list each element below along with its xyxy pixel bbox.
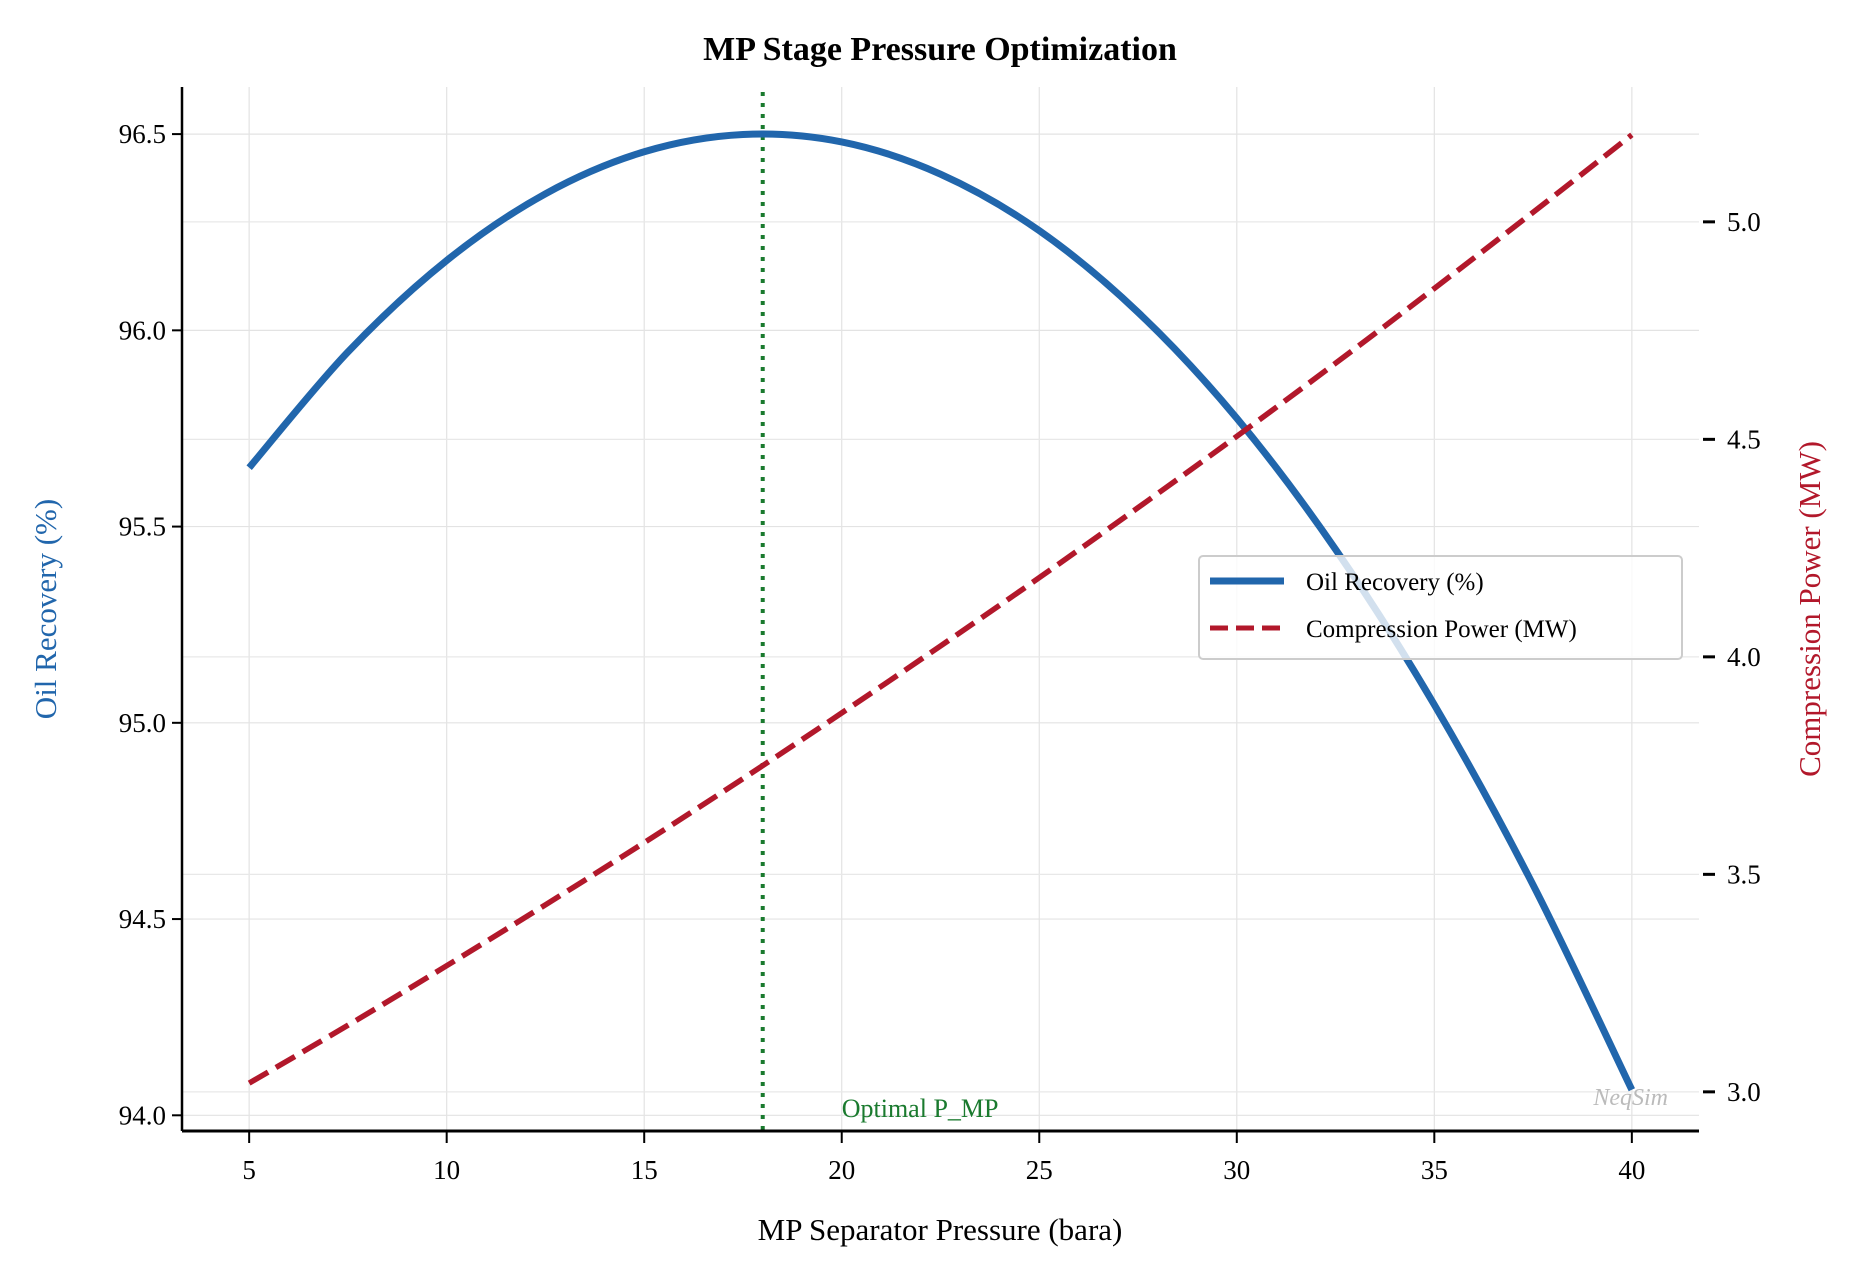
- grid: [182, 87, 1699, 1131]
- axes: 5 10 15 20 25 30 35 40 94.0 94.5 95.0 95.5 96.0 96.5 3…: [119, 87, 1761, 1185]
- y-right-tick-label: 3.5: [1727, 859, 1761, 889]
- y-left-tick-label: 94.0: [119, 1100, 166, 1130]
- y-right-tick-label: 4.5: [1727, 424, 1761, 454]
- y-axis-right-label: Compression Power (MW): [1792, 441, 1827, 777]
- x-axis-label: MP Separator Pressure (bara): [758, 1212, 1123, 1247]
- y-right-tick-label: 4.0: [1727, 642, 1761, 672]
- optimal-pressure-label: Optimal P_MP: [842, 1094, 999, 1123]
- x-tick-label: 5: [242, 1155, 256, 1185]
- x-tick-label: 20: [828, 1155, 855, 1185]
- x-tick-label: 30: [1223, 1155, 1250, 1185]
- x-tick-label: 10: [433, 1155, 460, 1185]
- series-group: [246, 130, 1635, 1092]
- legend: Oil Recovery (%) Compression Power (MW): [1198, 555, 1683, 660]
- y-left-tick-label: 95.0: [119, 708, 166, 738]
- x-tick-label: 25: [1026, 1155, 1053, 1185]
- y-axis-left-label: Oil Recovery (%): [28, 499, 63, 719]
- y-left-tick-label: 96.5: [119, 119, 166, 149]
- y-left-tick-label: 95.5: [119, 512, 166, 542]
- x-tick-label: 15: [631, 1155, 658, 1185]
- chart-title: MP Stage Pressure Optimization: [703, 31, 1177, 68]
- watermark: NeqSim: [1592, 1085, 1668, 1111]
- y-right-tick-label: 5.0: [1727, 207, 1761, 237]
- y-left-tick-label: 96.0: [119, 315, 166, 345]
- y-right-tick-label: 3.0: [1727, 1077, 1761, 1107]
- x-tick-label: 40: [1618, 1155, 1645, 1185]
- oil-recovery-line: [246, 130, 1635, 1092]
- x-tick-label: 35: [1421, 1155, 1448, 1185]
- legend-label-oil-recovery: Oil Recovery (%): [1306, 569, 1484, 596]
- compression-power-line: [247, 132, 1634, 1086]
- annotations: Optimal P_MP: [760, 92, 999, 1131]
- legend-label-compression-power: Compression Power (MW): [1306, 616, 1577, 643]
- legend-box: [1198, 555, 1683, 660]
- y-left-tick-label: 94.5: [119, 904, 166, 934]
